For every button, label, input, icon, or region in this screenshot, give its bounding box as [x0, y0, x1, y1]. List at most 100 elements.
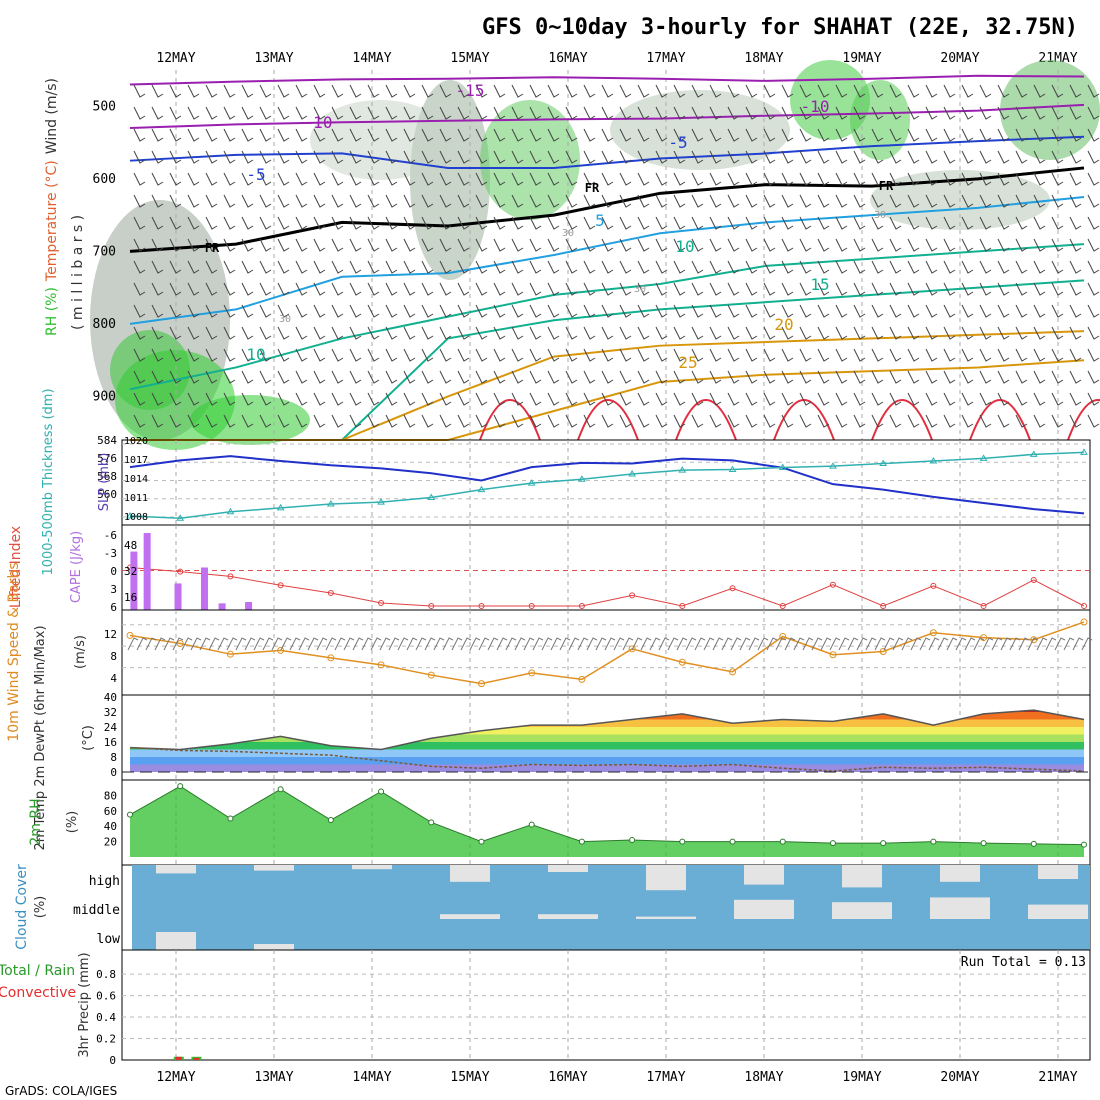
wind-barb: [1069, 84, 1082, 98]
wind-barb: [979, 150, 992, 164]
wind-barb: [997, 392, 1010, 406]
wind-barb: [205, 370, 218, 384]
wind-barb: [763, 106, 776, 120]
wind-barb: [529, 326, 542, 340]
wind-barb: [961, 194, 974, 208]
surface-wind-barb: [397, 637, 409, 651]
wind-barb: [673, 128, 686, 142]
wind-barb: [997, 260, 1010, 274]
wind-barb: [241, 106, 254, 120]
wind-barb: [619, 84, 632, 98]
wind-barb: [601, 326, 614, 340]
wind-barb: [853, 304, 866, 318]
wind-barb: [673, 304, 686, 318]
wind-axis-label: 10m Wind Speed & Barbs: [6, 562, 22, 741]
wind-barb: [367, 282, 380, 296]
wind-barb: [1033, 370, 1046, 384]
wind-barb: [133, 348, 146, 362]
wind-barb: [511, 326, 524, 340]
wind-barb: [295, 348, 308, 362]
surface-wind-barb: [1063, 637, 1075, 651]
precip-panel: 0.8 0.6 0.4 0.2 0 Run Total = 0.13 3hr Precip …: [0, 949, 1091, 1067]
wind-barb: [835, 348, 848, 362]
wind-barb: [439, 370, 452, 384]
wind-barb: [691, 216, 704, 230]
wind-barb: [817, 128, 830, 142]
wind-barb: [979, 106, 992, 120]
surface-wind-barb: [577, 637, 589, 651]
surface-wind-barb: [271, 637, 283, 651]
wind-barb: [583, 370, 596, 384]
wind-barb: [871, 194, 884, 208]
day-label-top: 18MAY: [744, 51, 783, 66]
wind-barb: [151, 348, 164, 362]
wind-barb: [169, 348, 182, 362]
wind-barb: [871, 282, 884, 296]
wind-barb: [1087, 304, 1100, 318]
wind-barb: [853, 128, 866, 142]
wind-barb: [907, 194, 920, 208]
pressure-tick-label: 600: [93, 172, 116, 187]
wind-barb: [925, 260, 938, 274]
wind-barb: [223, 414, 236, 428]
wind-barb: [241, 84, 254, 98]
panel-frame: [121, 949, 1091, 1061]
wind-barb: [241, 150, 254, 164]
wind-barb: [1069, 370, 1082, 384]
wind-barb: [799, 370, 812, 384]
wind-barb: [1033, 172, 1046, 186]
wind-barb: [709, 348, 722, 362]
wind-barb: [457, 128, 470, 142]
wind-barb: [493, 260, 506, 274]
wind-barb: [565, 348, 578, 362]
wind-barb: [133, 260, 146, 274]
lifted-index-marker: [779, 603, 786, 609]
wind-barb: [331, 128, 344, 142]
lifted-index-marker: [227, 573, 234, 580]
wind-barb: [727, 106, 740, 120]
surface-wind-barb: [523, 637, 535, 651]
rh-shading: [190, 395, 310, 445]
temp-tick-label: 32: [104, 706, 117, 719]
wind-barb: [799, 84, 812, 98]
wind-barb: [565, 260, 578, 274]
surface-wind-barb: [748, 637, 760, 651]
wind-barb: [1069, 392, 1082, 406]
wind-barb: [817, 238, 830, 252]
wind-barb: [925, 150, 938, 164]
rh-unit-label: (%): [65, 811, 80, 834]
wind-barb: [385, 414, 398, 428]
wind-barb: [151, 106, 164, 120]
wind-barb: [349, 172, 362, 186]
wind-barb: [547, 282, 560, 296]
wind-barb: [673, 194, 686, 208]
wind-barb: [655, 260, 668, 274]
day-label-bottom: 18MAY: [744, 1070, 783, 1085]
surface-wind-barb: [1054, 637, 1066, 651]
wind-barb: [349, 216, 362, 230]
wind-barb: [943, 238, 956, 252]
wind-barb: [871, 238, 884, 252]
wind-barb: [907, 128, 920, 142]
wind-barb: [871, 392, 884, 406]
surface-wind-barb: [298, 637, 310, 651]
wind-barb: [475, 326, 488, 340]
temp-tick-label: 0: [110, 766, 117, 779]
wind-barb: [655, 172, 668, 186]
wind-barb: [691, 282, 704, 296]
surface-wind-barb: [820, 637, 832, 651]
surface-wind-barb: [163, 637, 175, 651]
wind-barb: [997, 326, 1010, 340]
wind-barb: [511, 106, 524, 120]
wind-barb: [601, 216, 614, 230]
wind-barb: [673, 216, 686, 230]
surface-wind-barb: [811, 637, 823, 651]
wind-barb: [277, 194, 290, 208]
surface-wind-barb: [253, 637, 265, 651]
panel-frame: [121, 439, 1091, 526]
wind-barb: [1033, 106, 1046, 120]
wind-barb: [637, 392, 650, 406]
wind-barb: [151, 128, 164, 142]
wind-barb: [475, 392, 488, 406]
wind-barb: [781, 414, 794, 428]
